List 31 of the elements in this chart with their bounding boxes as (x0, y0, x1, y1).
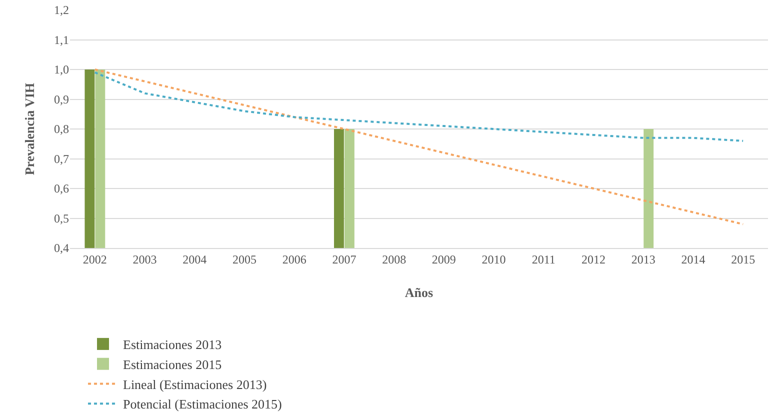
x-tick-label: 2006 (282, 252, 306, 266)
legend-label: Potencial (Estimaciones 2015) (123, 396, 282, 412)
y-tick-label: 0,8 (54, 122, 69, 136)
y-tick-label: 1,2 (54, 3, 69, 18)
y-tick-label: 0,5 (54, 211, 69, 226)
y-tick-label: 0,6 (54, 182, 69, 196)
x-tick-label: 2010 (482, 252, 506, 266)
x-tick-label: 2011 (532, 252, 556, 266)
x-tick-label: 2003 (132, 252, 157, 266)
x-tick-label: 2007 (332, 252, 356, 266)
y-tick-label: 0,7 (54, 152, 69, 166)
legend-label: Estimaciones 2015 (123, 356, 222, 372)
line-series (94, 71, 744, 142)
x-tick-label: 2012 (582, 252, 606, 266)
x-tick-label: 2013 (631, 252, 656, 266)
x-tick-label: 2005 (232, 252, 256, 266)
x-tick-label: 2002 (82, 252, 107, 266)
y-axis-title: Prevalencia VIH (22, 82, 37, 176)
x-axis-title: Años (404, 285, 434, 300)
x-tick-label: 2004 (182, 252, 207, 266)
x-tick-label: 2015 (731, 252, 756, 266)
x-tick-label: 2014 (681, 252, 706, 266)
y-tick-label: 1,1 (54, 32, 69, 47)
legend-label: Estimaciones 2013 (123, 337, 222, 352)
y-tick-label: 1,0 (54, 62, 69, 77)
y-tick-label: 0,4 (54, 241, 69, 256)
legend-label: Lineal (Estimaciones 2013) (123, 376, 267, 392)
x-tick-label: 2009 (432, 252, 456, 266)
x-tick-label: 2008 (382, 252, 406, 266)
line-series (94, 68, 744, 226)
y-tick-label: 0,9 (54, 92, 69, 106)
